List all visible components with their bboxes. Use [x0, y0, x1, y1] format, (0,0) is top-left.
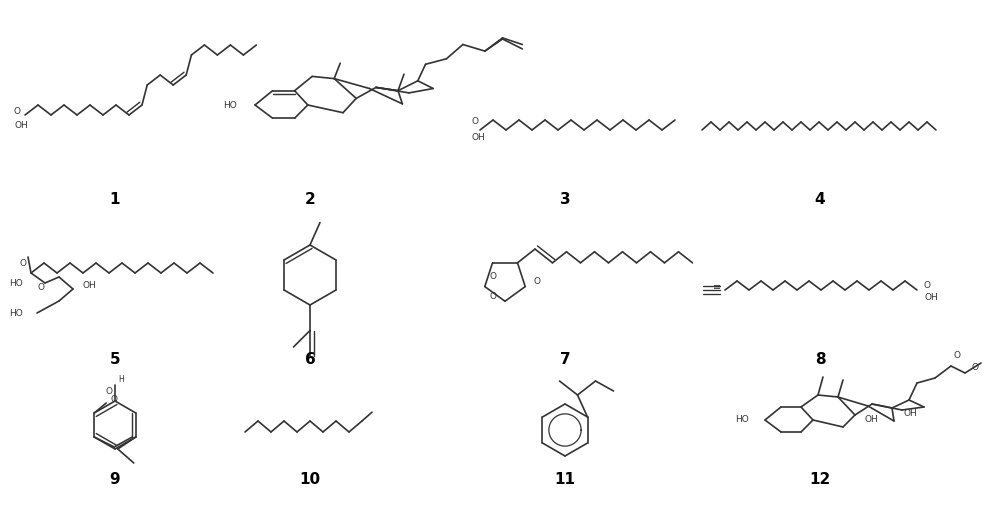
Text: 3: 3 [560, 193, 570, 208]
Text: O: O [953, 352, 960, 360]
Text: OH: OH [472, 133, 486, 143]
Text: O: O [534, 277, 541, 286]
Text: O: O [489, 272, 496, 281]
Text: 11: 11 [555, 472, 576, 488]
Text: 5: 5 [110, 352, 121, 368]
Text: O: O [14, 107, 21, 115]
Text: OH: OH [83, 281, 97, 289]
Text: 4: 4 [814, 193, 825, 208]
Text: OH: OH [925, 294, 939, 302]
Text: 2: 2 [304, 193, 315, 208]
Text: 1: 1 [110, 193, 120, 208]
Text: 12: 12 [809, 472, 830, 488]
Text: HO: HO [9, 308, 23, 318]
Text: 10: 10 [299, 472, 320, 488]
Text: ≡: ≡ [713, 282, 722, 292]
Text: O: O [489, 292, 496, 301]
Text: 8: 8 [814, 352, 825, 368]
Text: HO: HO [736, 416, 749, 424]
Text: HO: HO [9, 279, 23, 287]
Text: 9: 9 [110, 472, 121, 488]
Text: O: O [471, 117, 478, 127]
Text: H: H [118, 374, 124, 384]
Text: O: O [106, 386, 113, 396]
Text: HO: HO [224, 100, 237, 110]
Text: O: O [971, 364, 978, 372]
Text: OH: OH [865, 416, 879, 424]
Text: O: O [923, 282, 930, 290]
Text: O: O [20, 259, 27, 267]
Text: O: O [111, 394, 118, 403]
Text: OH: OH [15, 121, 29, 129]
Text: 6: 6 [304, 352, 315, 368]
Text: O: O [38, 283, 45, 291]
Text: OH: OH [904, 409, 918, 419]
Text: 7: 7 [560, 352, 570, 368]
